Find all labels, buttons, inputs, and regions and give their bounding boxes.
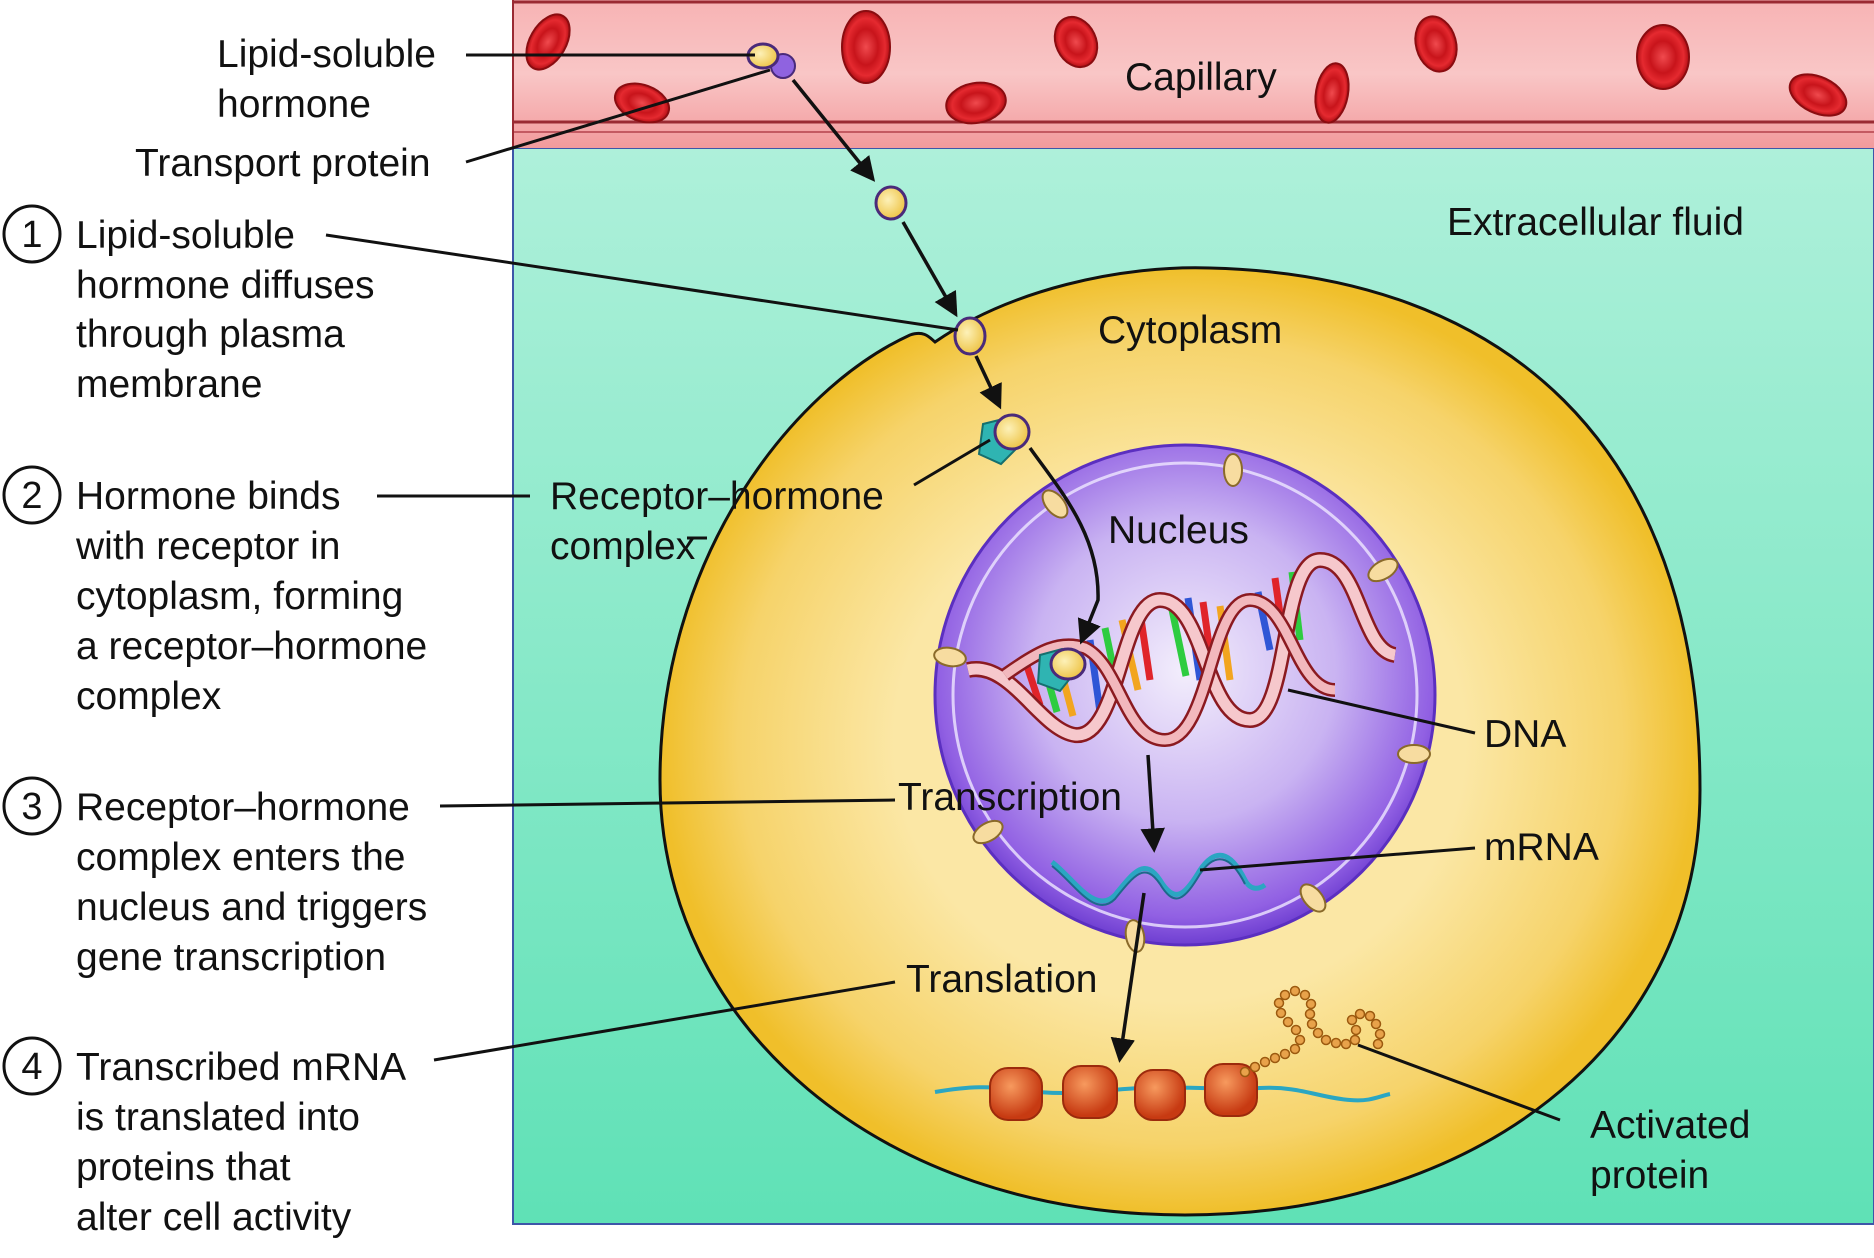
dna-label: DNA [1484,713,1566,756]
receptor-hormone-complex [977,413,1031,466]
pathway-arrows [791,78,1165,1063]
step-4-number-circle [2,1036,62,1096]
step-3-number: 3 [21,786,42,828]
activated-protein-label-line1: Activated [1590,1104,1750,1147]
step-1-number-circle [2,204,62,264]
mrna-strand-nucleus [1050,852,1267,904]
mrna-label: mRNA [1484,826,1599,869]
step-4: 4 Transcribed mRNA is translated into pr… [2,1036,406,1239]
step-2-line-1: Hormone binds [76,475,340,518]
capillary-label: Capillary [1125,56,1277,99]
activated-protein-label-line2: protein [1590,1154,1709,1197]
nuclear-pores [933,453,1431,953]
dna-helix [966,551,1398,748]
step-3: 3 Receptor–hormone complex enters the nu… [2,776,427,979]
step-1-number: 1 [21,214,42,256]
step-4-line-1: Transcribed mRNA [76,1046,406,1089]
step-4-line-4: alter cell activity [76,1196,352,1239]
receptor-complex-label-line2: complex [550,525,696,568]
step-1-line-3: through plasma [76,313,345,356]
step-4-number: 4 [21,1046,42,1088]
hormone-in-membrane [953,316,987,356]
transport-protein-label: Transport protein [135,142,431,185]
step-2: 2 Hormone binds with receptor in cytopla… [2,465,427,718]
activated-protein-chain [1239,985,1386,1078]
step-4-line-3: proteins that [76,1146,291,1189]
step-1: 1 Lipid-soluble hormone diffuses through… [2,204,374,406]
step-2-number-circle [2,465,62,525]
step-2-line-5: complex [76,675,222,718]
step-3-number-circle [2,776,62,836]
step-2-line-3: cytoplasm, forming [76,575,403,618]
step-2-line-4: a receptor–hormone [76,625,427,668]
step-4-line-2: is translated into [76,1096,360,1139]
step-1-line-2: hormone diffuses [76,264,374,307]
step-2-number: 2 [21,475,42,517]
step-2-line-2: with receptor in [75,525,340,568]
step-3-line-3: nucleus and triggers [76,886,427,929]
cytoplasm-label: Cytoplasm [1098,309,1282,352]
lipid-soluble-hormone-label-line2: hormone [217,83,371,126]
receptor-hormone-complex-on-dna [1036,647,1087,693]
step-3-line-4: gene transcription [76,936,386,979]
step-3-line-1: Receptor–hormone [76,786,410,829]
lipid-soluble-hormone-label-line1: Lipid-soluble [217,33,436,76]
step-1-line-1: Lipid-soluble [76,214,295,257]
leader-lines [325,53,1561,1122]
step-1-line-4: membrane [76,363,262,406]
step-3-line-2: complex enters the [76,836,406,879]
nucleus-label: Nucleus [1108,509,1249,552]
transcription-label: Transcription [898,776,1122,819]
extracellular-fluid-label: Extracellular fluid [1447,201,1744,244]
translation-label: Translation [906,958,1097,1001]
receptor-complex-label-line1: Receptor–hormone [550,475,884,518]
free-hormone [874,185,908,221]
